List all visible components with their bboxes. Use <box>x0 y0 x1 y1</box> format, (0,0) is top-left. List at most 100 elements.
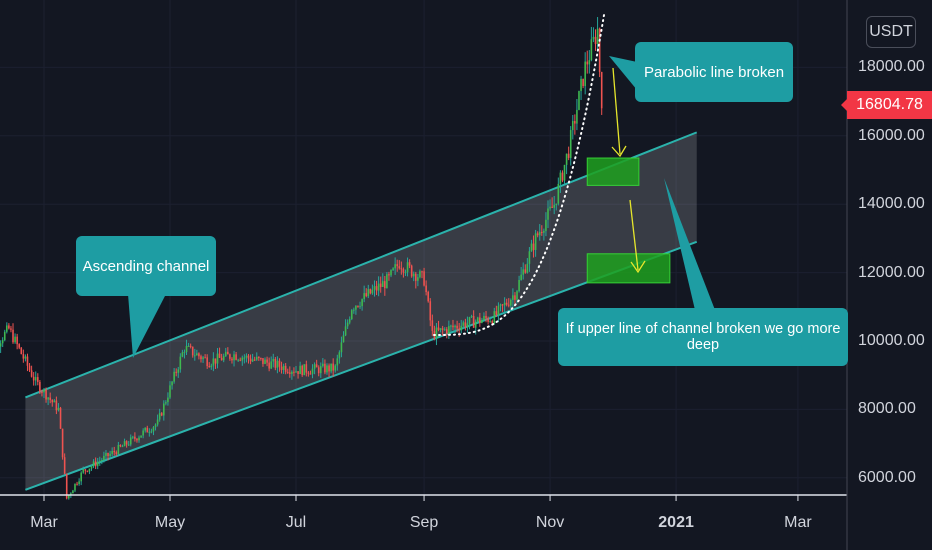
candle-body <box>10 328 12 330</box>
candle-body <box>144 427 147 431</box>
candle-body <box>452 325 454 328</box>
candle-body <box>520 274 522 280</box>
y-tick-label: 14000.00 <box>858 195 925 213</box>
candle-body <box>361 299 363 307</box>
y-tick-label: 8000.00 <box>858 400 916 418</box>
candle-body <box>270 361 273 369</box>
candle-body <box>138 437 140 441</box>
candle-body <box>227 351 229 355</box>
candle-body <box>208 366 211 368</box>
candle-body <box>567 153 570 158</box>
candle-body <box>0 343 2 347</box>
channel-fill <box>25 132 697 490</box>
candle-body <box>514 295 516 300</box>
candle-body <box>499 304 502 306</box>
candle-body <box>165 402 167 404</box>
candle-body <box>569 130 572 158</box>
candle-body <box>458 328 460 331</box>
candle-body <box>55 400 58 411</box>
candle-body <box>594 36 597 45</box>
callout-ascending-channel: Ascending channel <box>76 236 216 296</box>
candle-body <box>437 327 440 330</box>
candle-body <box>187 345 190 347</box>
arrow-1-head <box>611 145 627 158</box>
candle-body <box>196 353 198 356</box>
candle-body <box>512 295 514 300</box>
candle-body <box>346 322 349 327</box>
candle-body <box>233 354 235 361</box>
candle-body <box>193 355 196 357</box>
candle-body <box>406 262 409 273</box>
candle-body <box>344 326 347 336</box>
candle-body <box>51 399 54 403</box>
candle-body <box>565 153 568 165</box>
candle-body <box>6 325 8 332</box>
candle-body <box>388 274 390 276</box>
arrow-2 <box>629 199 639 271</box>
candle-body <box>293 371 295 373</box>
candle-body <box>200 356 202 360</box>
candle-body <box>67 494 70 499</box>
candle-body <box>26 356 29 366</box>
candle-body <box>448 326 450 334</box>
x-tick-label: May <box>154 514 186 531</box>
candle-body <box>94 461 97 467</box>
candle-body <box>598 28 601 72</box>
ascending-channel <box>25 131 698 491</box>
candle-body <box>485 315 487 319</box>
candle-body <box>534 233 537 250</box>
candle-body <box>313 364 316 369</box>
candle-body <box>3 331 6 341</box>
candle-body <box>423 271 425 286</box>
candle-body <box>353 309 355 311</box>
candle-body <box>586 61 589 65</box>
candle-body <box>262 358 264 364</box>
candle-body <box>377 283 380 291</box>
candle-body <box>146 427 149 433</box>
candle-body <box>439 328 442 330</box>
candle-body <box>317 367 320 374</box>
candle-body <box>96 461 99 467</box>
candle-body <box>450 325 452 327</box>
candle-body <box>497 305 500 315</box>
candle-body <box>115 452 118 455</box>
candle-body <box>543 230 545 233</box>
currency-unit-button[interactable]: USDT <box>866 16 916 48</box>
candle-body <box>218 353 221 358</box>
candle-body <box>24 356 27 359</box>
candle-body <box>487 318 489 322</box>
candle-body <box>357 305 359 307</box>
y-tick-label: 10000.00 <box>858 332 925 349</box>
candle-body <box>53 400 56 403</box>
candle-body <box>371 289 374 294</box>
candle-body <box>173 371 175 382</box>
candle-body <box>80 472 82 482</box>
candle-body <box>125 441 128 445</box>
candle-body <box>12 329 14 343</box>
candle-body <box>32 376 35 381</box>
candle-body <box>65 473 68 499</box>
candle-body <box>375 286 378 291</box>
candle-body <box>538 231 541 236</box>
candle-body <box>117 445 120 455</box>
candle-body <box>243 357 246 359</box>
candle-body <box>119 445 122 447</box>
candle-body <box>334 365 337 371</box>
candle-body <box>580 78 582 92</box>
candle-body <box>555 203 558 205</box>
candle-body <box>34 377 37 381</box>
candle-body <box>86 470 89 472</box>
candle-body <box>245 355 248 358</box>
candle-body <box>315 364 318 368</box>
candle-body <box>216 353 219 364</box>
candle-body <box>37 377 39 382</box>
candle-body <box>175 371 177 373</box>
candle-body <box>88 468 91 472</box>
candle-body <box>522 269 525 275</box>
candle-body <box>443 329 446 331</box>
candle-body <box>291 371 293 374</box>
candle-body <box>503 302 506 306</box>
candle-body <box>103 455 105 461</box>
candle-body <box>326 365 328 373</box>
